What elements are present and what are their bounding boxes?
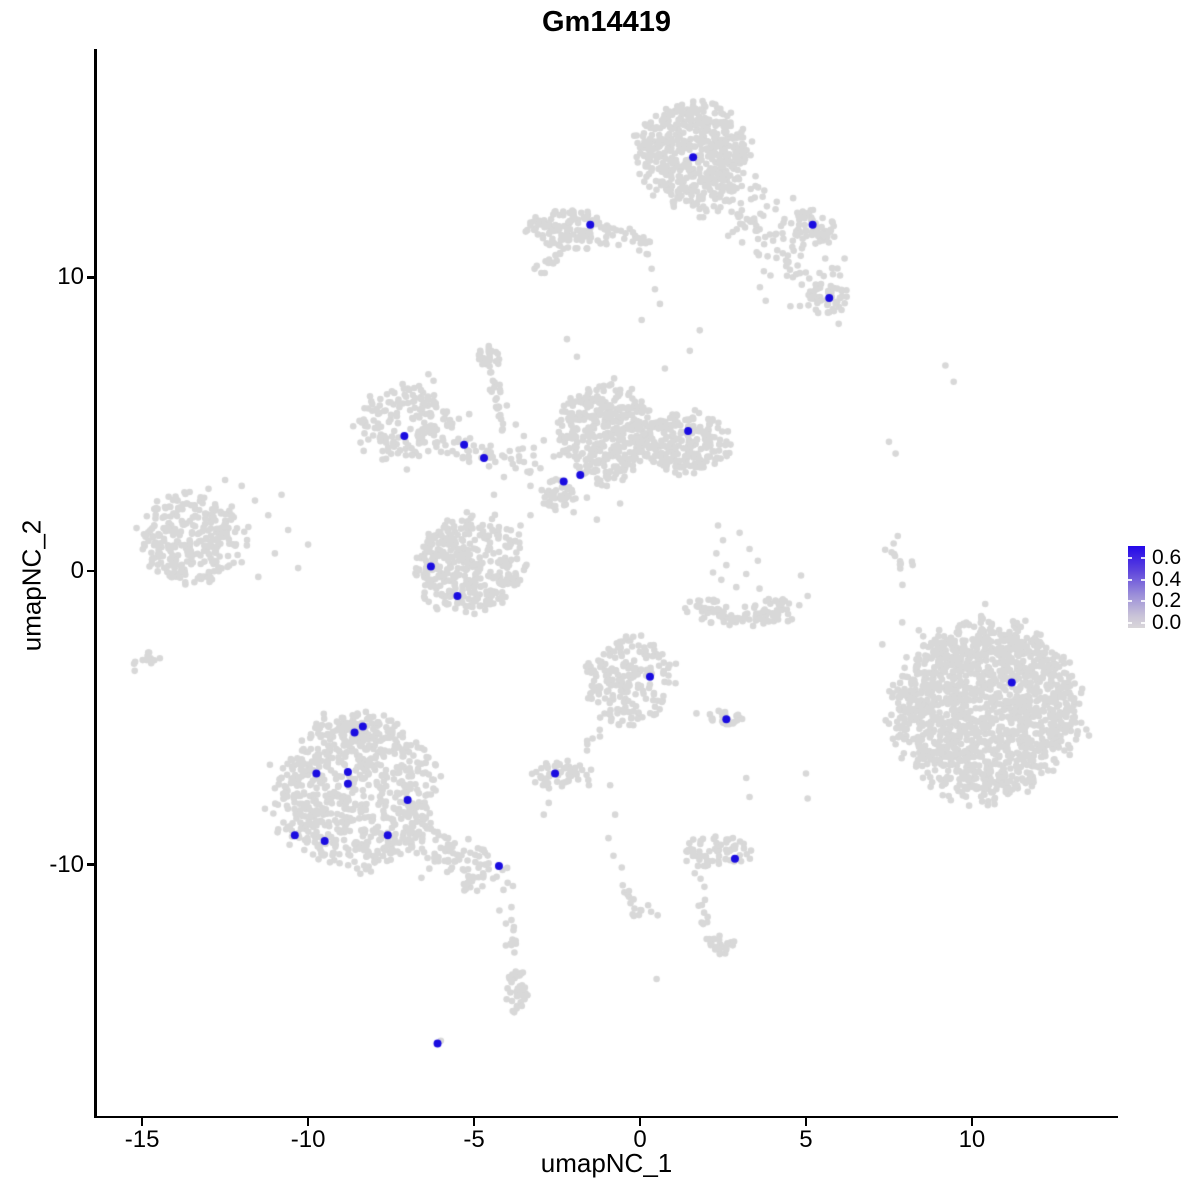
legend-tick-label: 0.4: [1152, 567, 1182, 591]
legend-tick-label: 0.2: [1152, 589, 1182, 613]
y-tick-label: -10: [49, 850, 84, 878]
legend-tick-notch: [1128, 600, 1132, 603]
x-axis-line: [94, 1115, 1118, 1118]
plot-title: Gm14419: [542, 6, 671, 38]
x-tick-mark: [140, 1118, 144, 1126]
x-tick-label: 10: [958, 1126, 986, 1153]
legend-tick-notch: [1128, 622, 1132, 624]
y-tick-mark: [87, 863, 95, 866]
x-tick-mark: [970, 1118, 974, 1126]
legend-colorbar: [1128, 546, 1145, 628]
legend-tick-label: 0.6: [1152, 545, 1182, 569]
x-tick-label: -15: [124, 1126, 160, 1153]
legend-tick-notch: [1141, 578, 1145, 581]
x-tick-label: 0: [633, 1126, 647, 1153]
y-axis-line: [94, 49, 97, 1118]
x-tick-label: -5: [463, 1126, 485, 1153]
legend-tick-notch: [1128, 556, 1132, 559]
x-tick-mark: [638, 1118, 642, 1126]
x-tick-label: -10: [290, 1126, 326, 1153]
y-tick-mark: [87, 569, 95, 573]
x-tick-label: 5: [799, 1126, 813, 1153]
y-tick-mark: [87, 276, 95, 279]
legend-tick-notch: [1141, 600, 1145, 603]
y-axis-title: umapNC_2: [16, 519, 47, 652]
y-tick-label: 0: [70, 557, 84, 585]
x-tick-mark: [306, 1118, 310, 1126]
x-axis-title: umapNC_1: [540, 1148, 673, 1178]
legend-tick-label: 0.0: [1152, 611, 1182, 634]
x-tick-mark: [804, 1118, 808, 1126]
legend-tick-notch: [1128, 578, 1132, 581]
x-tick-mark: [472, 1118, 476, 1126]
y-tick-label: 10: [57, 263, 84, 291]
legend-tick-notch: [1141, 622, 1145, 624]
legend-tick-notch: [1141, 556, 1145, 559]
